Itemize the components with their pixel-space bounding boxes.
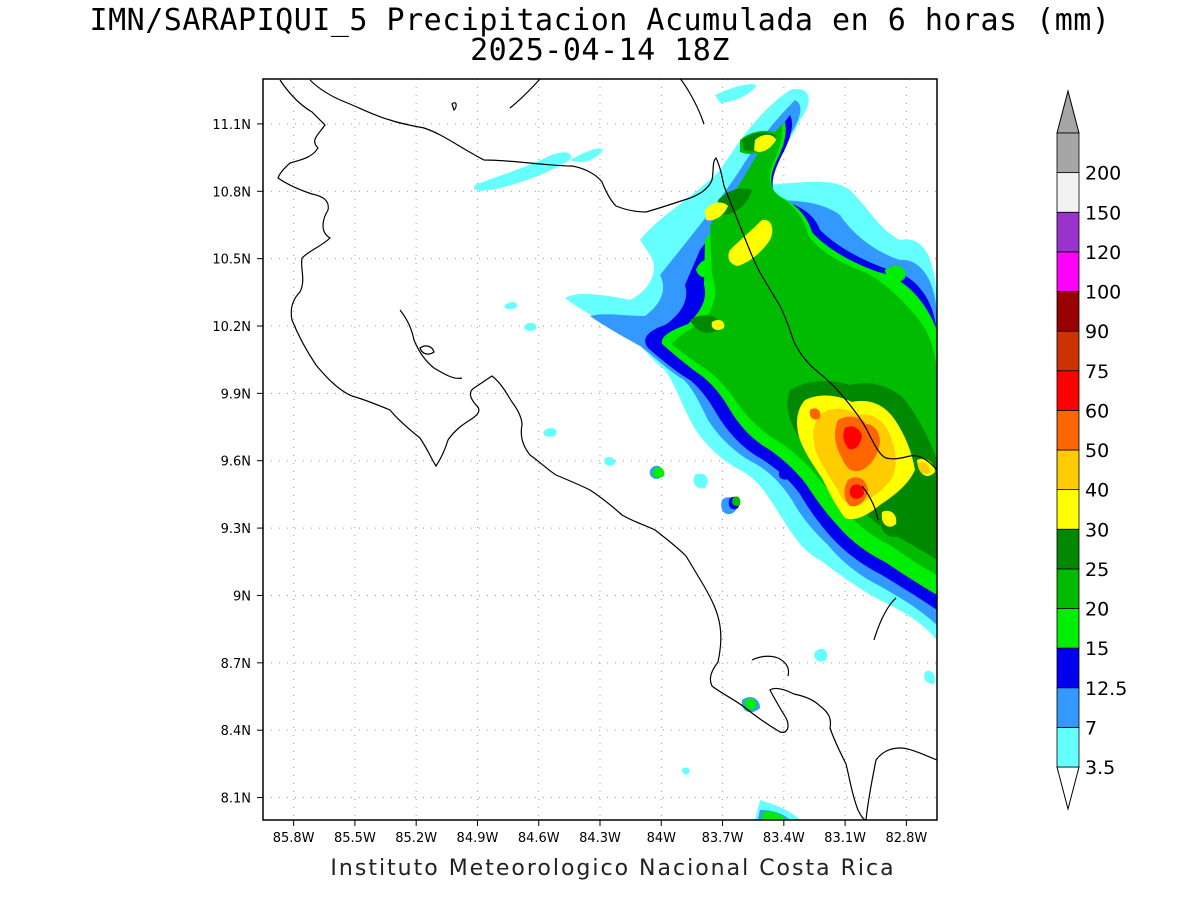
chart-title: IMN/SARAPIQUI_5 Precipitacion Acumulada … [89,3,1111,38]
colorbar-swatch [1056,568,1080,609]
x-tick-label: 85.8W [273,831,315,846]
colorbar-level-label: 50 [1085,440,1109,462]
coastline-borders [277,79,937,820]
y-tick-label: 10.8N [212,185,251,200]
graticule-grid [263,79,937,820]
y-tick-label: 8.1N [221,792,251,807]
colorbar-swatch [1056,132,1080,174]
colorbar-swatch [1056,370,1080,411]
colorbar-level-label: 30 [1085,519,1109,541]
x-tick-label: 82.8W [885,831,927,846]
colorbar-level-label: 40 [1085,480,1109,502]
x-tick-label: 83.7W [702,831,744,846]
colorbar-legend: 3.5 7 12.5 15 20 25 30 40 50 60 75 90 100 120 150 200 [1056,89,1127,811]
x-tick-label: 84.9W [457,831,499,846]
colorbar-level-label: 100 [1085,282,1121,304]
x-tick-label: 84.3W [579,831,621,846]
y-tick-label: 11.1N [212,118,251,133]
footer-credit: Instituto Meteorologico Nacional Costa R… [330,856,896,881]
y-tick-label: 10.2N [212,320,251,335]
y-tick-label: 9.9N [221,387,251,402]
latitude-axis: 11.1N 10.8N 10.5N 10.2N 9.9N 9.6N 9.3N 9N 8.7N 8.… [212,118,263,807]
y-tick-label: 8.4N [221,724,251,739]
x-tick-label: 83.4W [763,831,805,846]
colorbar-swatch [1056,211,1080,253]
colorbar-level-label: 60 [1085,400,1109,422]
precipitation-field [474,84,937,820]
colorbar-level-label: 150 [1085,202,1121,224]
longitude-axis: 85.8W 85.5W 85.2W 84.9W 84.6W 84.3W 84W 83.7W 83… [273,820,927,846]
x-tick-label: 85.2W [395,831,437,846]
colorbar-level-label: 200 [1085,163,1121,185]
y-tick-label: 8.7N [221,657,251,672]
colorbar-swatch [1056,409,1080,451]
y-tick-label: 9.6N [221,455,251,470]
colorbar-swatch [1056,291,1080,332]
colorbar-swatch [1056,172,1080,213]
chart-subtitle-datetime: 2025-04-14 18Z [470,33,730,68]
precip-band-60 [843,426,864,499]
colorbar-swatch [1056,647,1080,689]
x-tick-label: 84.6W [518,831,560,846]
colorbar-level-label: 120 [1085,242,1121,264]
colorbar-swatch [1056,528,1080,570]
colorbar-swatch [1056,726,1080,768]
colorbar-swatch [1056,489,1080,530]
x-tick-label: 84W [647,831,677,846]
y-tick-label: 10.5N [212,253,251,268]
colorbar-level-label: 15 [1085,638,1109,660]
colorbar-swatch [1056,687,1080,728]
colorbar-min-triangle [1056,766,1080,811]
colorbar-swatch [1056,449,1080,491]
colorbar-swatch [1056,251,1080,292]
colorbar-swatch [1056,608,1080,649]
colorbar-level-label: 75 [1085,361,1109,383]
colorbar-max-triangle [1056,89,1080,134]
colorbar-level-label: 90 [1085,321,1109,343]
x-tick-label: 85.5W [334,831,376,846]
x-tick-label: 83.1W [824,831,866,846]
y-tick-label: 9.3N [221,522,251,537]
colorbar-swatch [1056,330,1080,372]
colorbar-level-label: 12.5 [1085,678,1127,700]
colorbar-level-label: 3.5 [1085,757,1115,779]
colorbar-level-label: 25 [1085,559,1109,581]
colorbar-level-label: 7 [1085,717,1097,739]
colorbar-level-label: 20 [1085,599,1109,621]
y-tick-label: 9N [233,589,251,604]
